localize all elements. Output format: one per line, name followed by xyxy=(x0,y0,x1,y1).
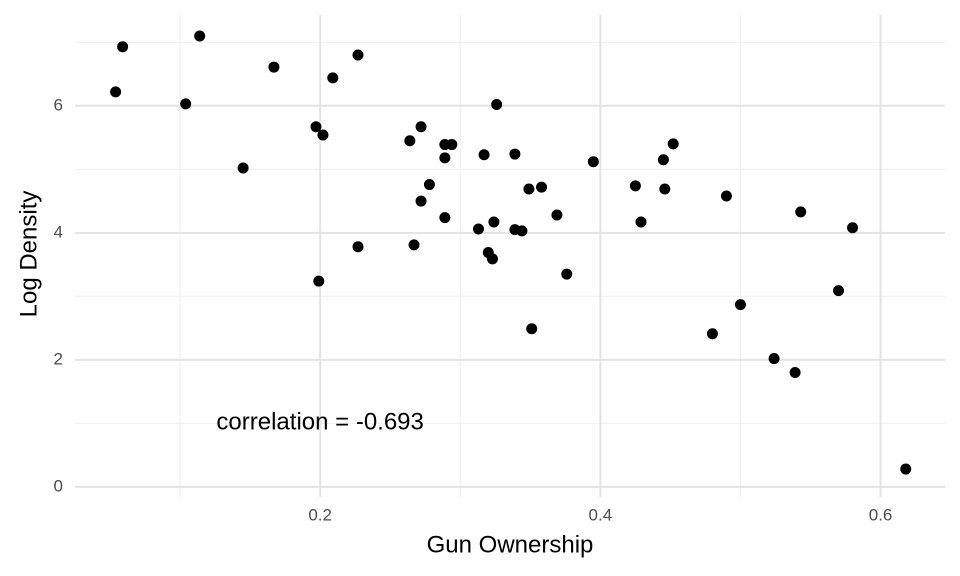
y-tick-label: 0 xyxy=(54,476,63,495)
point xyxy=(720,190,732,202)
point xyxy=(423,179,435,191)
point xyxy=(439,152,451,164)
point xyxy=(635,216,647,228)
point xyxy=(486,253,498,265)
grid xyxy=(75,15,945,497)
point xyxy=(551,209,563,221)
point xyxy=(491,99,503,111)
point xyxy=(237,162,249,174)
point xyxy=(900,463,912,475)
point xyxy=(117,41,129,53)
point xyxy=(523,183,535,195)
point xyxy=(526,323,538,335)
point xyxy=(268,61,280,73)
y-tick-label: 6 xyxy=(54,95,63,114)
point xyxy=(194,30,206,42)
x-tick-label: 0.2 xyxy=(308,505,332,524)
point xyxy=(404,135,416,147)
point xyxy=(789,367,801,379)
point xyxy=(509,148,521,160)
point xyxy=(587,156,599,168)
point xyxy=(659,183,671,195)
point xyxy=(352,49,364,61)
point xyxy=(488,216,500,228)
point xyxy=(313,275,325,287)
point xyxy=(180,98,192,110)
points xyxy=(110,30,912,475)
point xyxy=(478,149,490,161)
point xyxy=(561,268,573,280)
point xyxy=(706,328,718,340)
point xyxy=(768,353,780,365)
point xyxy=(629,180,641,192)
point xyxy=(310,121,322,133)
point xyxy=(110,86,122,98)
y-tick-label: 4 xyxy=(54,222,63,241)
point xyxy=(472,223,484,235)
point xyxy=(446,139,458,151)
y-tick-label: 2 xyxy=(54,349,63,368)
point xyxy=(847,222,859,234)
point xyxy=(833,285,845,297)
point xyxy=(657,154,669,166)
point xyxy=(415,121,427,133)
point xyxy=(667,138,679,150)
x-axis-title: Gun Ownership xyxy=(427,531,594,558)
point xyxy=(439,212,451,224)
point xyxy=(734,299,746,311)
annotation: correlation = -0.693 xyxy=(216,409,423,436)
y-axis-title: Log Density xyxy=(15,191,42,318)
point xyxy=(536,181,548,193)
point xyxy=(317,129,329,141)
x-tick-label: 0.4 xyxy=(589,505,613,524)
x-tick-label: 0.6 xyxy=(869,505,893,524)
point xyxy=(795,206,807,218)
point xyxy=(327,72,339,84)
point xyxy=(352,241,364,253)
point xyxy=(415,195,427,207)
point xyxy=(516,225,528,237)
point xyxy=(408,239,420,251)
